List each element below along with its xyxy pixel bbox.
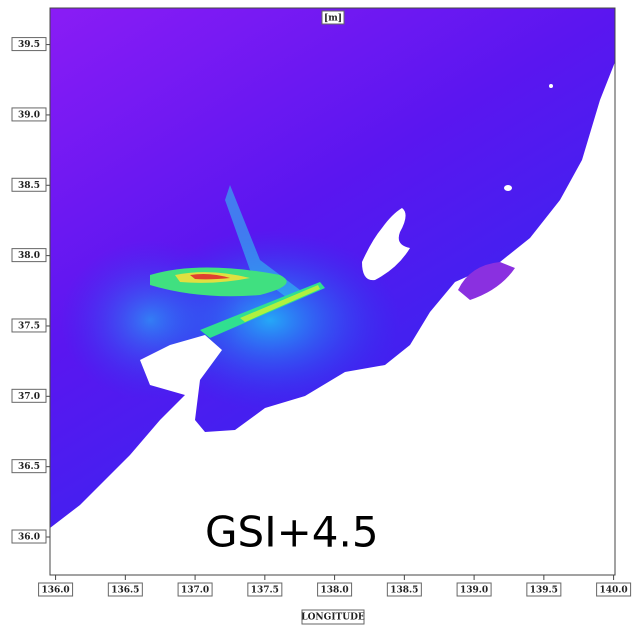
- plot-frame: [49, 7, 616, 576]
- y-tick-box: [11, 529, 47, 544]
- x-tick-label: 137.5: [251, 586, 279, 596]
- x-tick-label: 139.5: [530, 586, 558, 596]
- x-tick-label: 136.0: [41, 586, 69, 596]
- x-tick-box: [317, 582, 353, 597]
- y-tick-box: [11, 107, 47, 122]
- y-tick-label: 37.5: [18, 321, 40, 331]
- x-axis-label-box: [301, 609, 365, 625]
- y-tick-label: 38.0: [18, 251, 40, 261]
- x-tick-box: [526, 582, 562, 597]
- y-tick-box: [11, 318, 47, 333]
- y-tick-label: 36.5: [18, 462, 40, 472]
- x-tick-label: 138.0: [320, 586, 348, 596]
- x-tick-box: [456, 582, 492, 597]
- map-field: [50, 8, 615, 575]
- x-tick-box: [596, 582, 632, 597]
- annotation: GSI+4.5: [205, 508, 379, 557]
- y-tick-box: [11, 388, 47, 403]
- y-tick-label: 36.0: [18, 533, 40, 543]
- x-tick-box: [177, 582, 213, 597]
- x-tick-label: 138.5: [390, 586, 418, 596]
- x-tick-label: 137.0: [181, 586, 209, 596]
- y-tick-box: [11, 248, 47, 263]
- y-tick-label: 39.5: [18, 40, 40, 50]
- unit-label: [m]: [324, 14, 342, 24]
- y-tick-box: [11, 177, 47, 192]
- y-tick-box: [11, 459, 47, 474]
- y-tick-label: 38.5: [18, 181, 40, 191]
- x-tick-box: [107, 582, 143, 597]
- unit-box: [321, 10, 345, 25]
- x-tick-label: 139.0: [460, 586, 488, 596]
- y-tick-label: 37.0: [18, 392, 40, 402]
- y-tick-box: [11, 37, 47, 52]
- x-tick-label: 140.0: [600, 586, 628, 596]
- x-tick-box: [247, 582, 283, 597]
- x-tick-label: 136.5: [111, 586, 139, 596]
- y-tick-label: 39.0: [18, 110, 40, 120]
- x-axis-label: LONGITUDE: [301, 613, 365, 623]
- x-tick-box: [38, 582, 74, 597]
- x-tick-box: [386, 582, 422, 597]
